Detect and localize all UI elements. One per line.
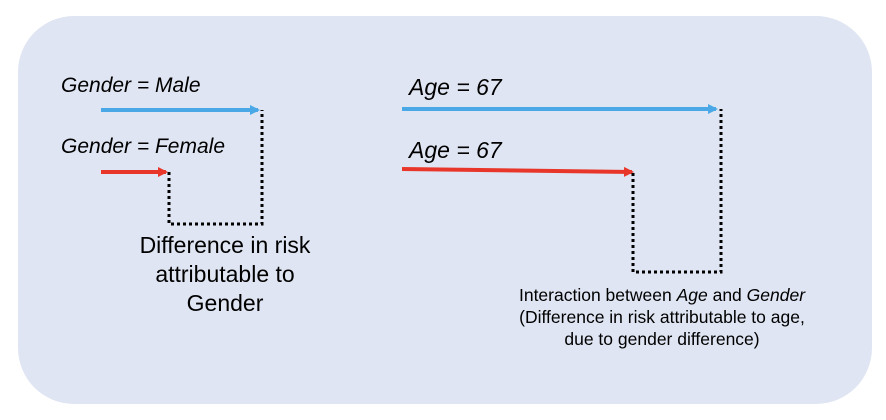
- interaction-var-age: Age: [676, 285, 708, 305]
- age-first-label: Age = 67: [409, 74, 502, 100]
- interaction-note-line-1: Interaction between Age and Gender: [462, 284, 862, 306]
- gender-male-label: Gender = Male: [61, 74, 201, 97]
- interaction-var-gender: Gender: [746, 285, 806, 305]
- background-panel: [18, 16, 872, 404]
- gender-female-label: Gender = Female: [61, 135, 226, 158]
- interaction-note: Interaction between Age and Gender (Diff…: [462, 284, 862, 350]
- gender-note-line-3: Gender: [186, 290, 264, 316]
- interaction-note-line-2: (Difference in risk attributable to age,: [519, 307, 805, 327]
- age-second-label: Age = 67: [409, 137, 502, 163]
- interaction-note-line-3: due to gender difference): [564, 329, 760, 349]
- interaction-mid: and: [707, 285, 747, 305]
- age-female-arrow: [401, 166, 634, 177]
- gender-note-line-2: attributable to: [155, 261, 295, 287]
- gender-difference-bracket: [167, 110, 264, 226]
- gender-note-line-1: Difference in risk: [139, 232, 311, 258]
- interaction-bracket: [631, 109, 723, 274]
- interaction-prefix: Interaction between: [518, 285, 677, 305]
- gender-difference-note: Difference in risk attributable to Gende…: [110, 231, 340, 318]
